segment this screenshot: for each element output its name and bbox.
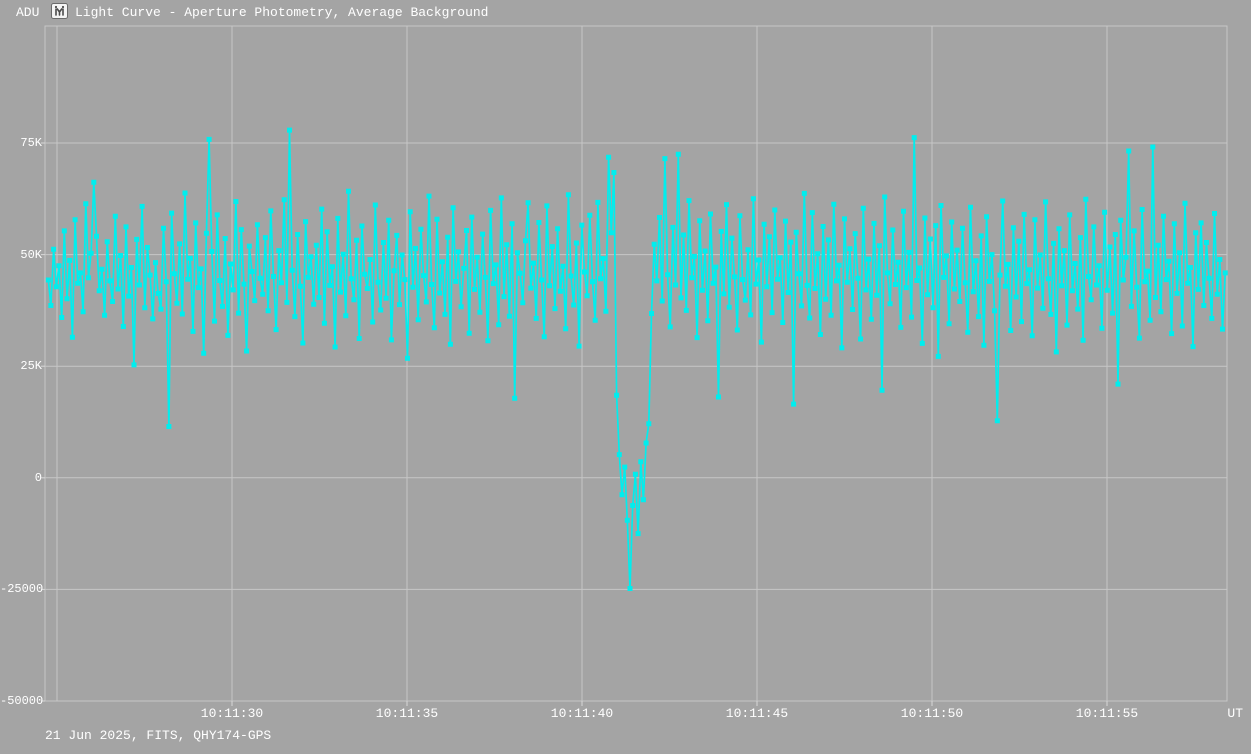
y-axis-tick-label: 50K xyxy=(20,247,42,262)
y-axis-tick-label: 0 xyxy=(34,470,42,485)
y-axis-tick-label: -25000 xyxy=(0,582,44,597)
x-axis-tick-label: 10:11:40 xyxy=(550,706,614,721)
app-logo-icon xyxy=(51,3,68,19)
x-axis-unit-label: UT xyxy=(1227,706,1243,721)
recording-info-status: 21 Jun 2025, FITS, QHY174-GPS xyxy=(45,728,272,743)
y-axis-unit-label: ADU xyxy=(16,5,40,20)
x-axis-tick-label: 10:11:55 xyxy=(1075,706,1139,721)
x-axis-tick-label: 10:11:45 xyxy=(725,706,789,721)
x-axis-tick-label: 10:11:30 xyxy=(200,706,264,721)
chart-title: Light Curve - Aperture Photometry, Avera… xyxy=(75,5,489,20)
y-axis-tick-label: 25K xyxy=(20,359,42,374)
x-axis-tick-label: 10:11:35 xyxy=(375,706,439,721)
x-axis-tick-label: 10:11:50 xyxy=(900,706,964,721)
y-axis-tick-label: 75K xyxy=(20,136,42,150)
y-axis-tick-label: -50000 xyxy=(0,694,44,708)
